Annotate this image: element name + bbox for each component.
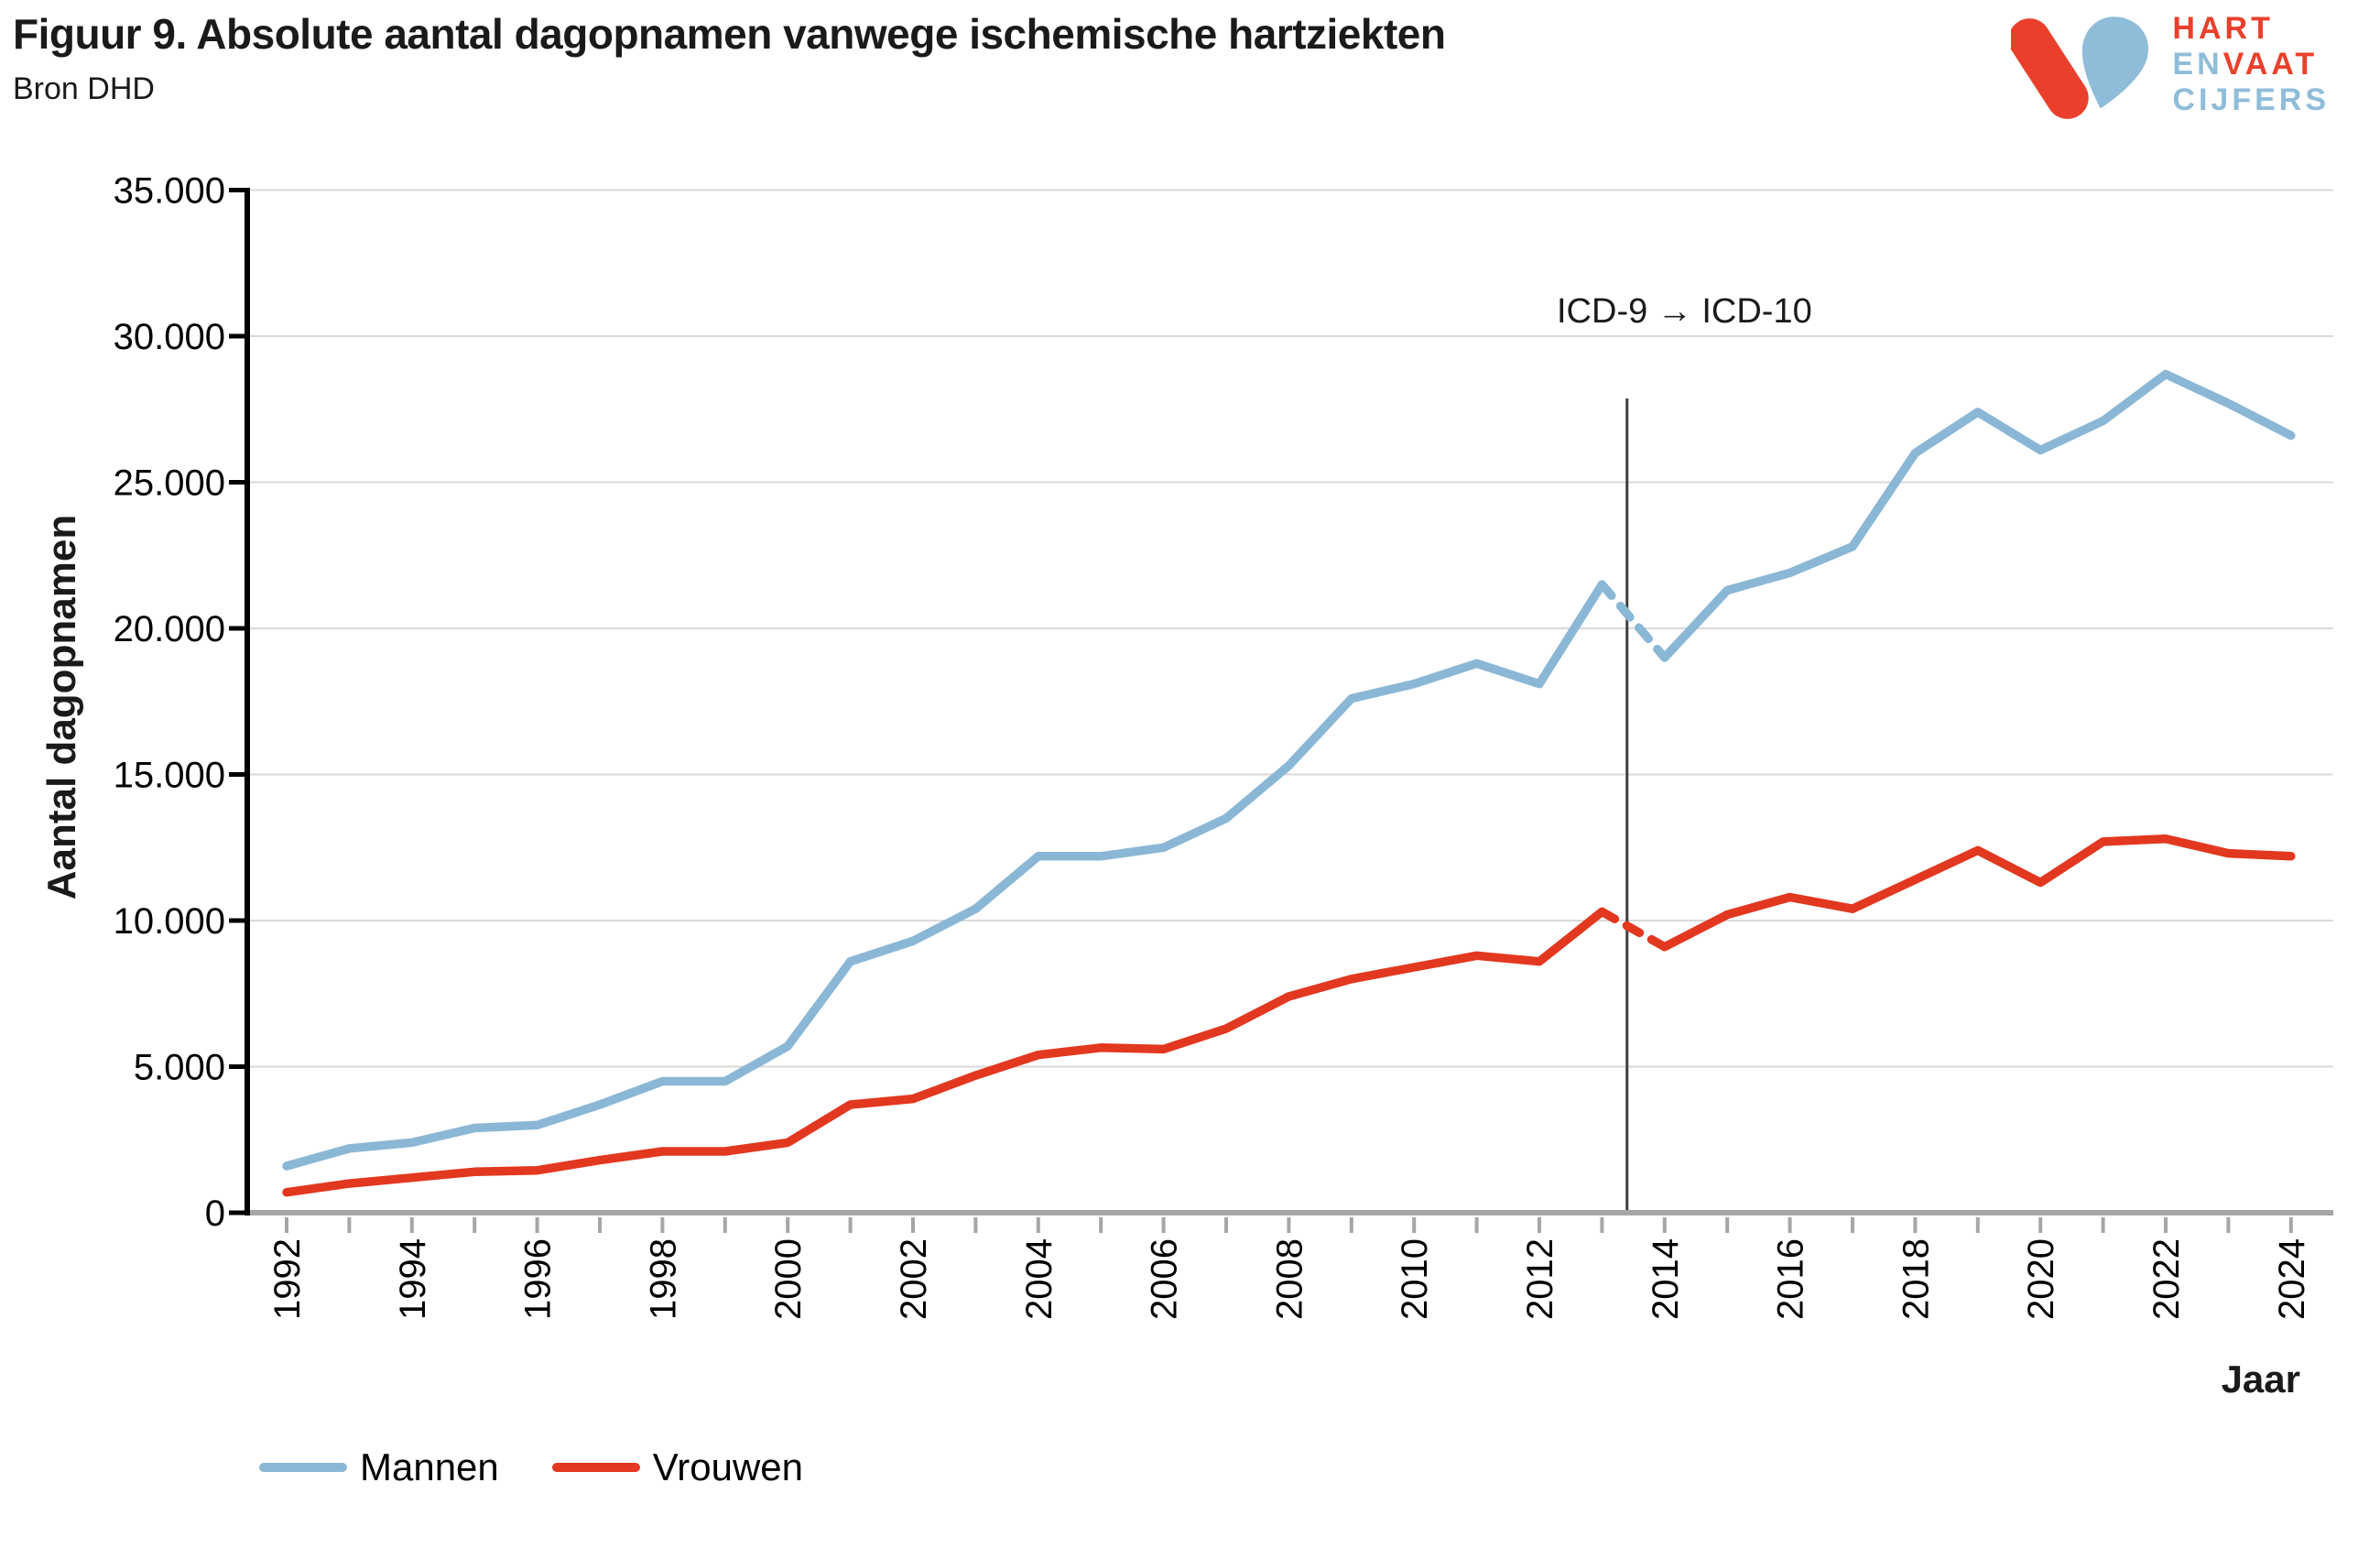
- vrouwen-line: [1660, 834, 2296, 952]
- x-tick-label: 2020: [2021, 1238, 2061, 1320]
- icd-annotation: ICD-9 → ICD-10: [1557, 292, 1812, 331]
- vrouwen-line: [282, 907, 1607, 1197]
- legend-item-vrouwen: Vrouwen: [551, 1445, 803, 1489]
- logo-word-en: EN: [2172, 47, 2223, 82]
- x-tick-label: 2004: [1019, 1238, 1060, 1320]
- x-tick-label: 1996: [518, 1238, 559, 1320]
- x-tick-label: 2000: [768, 1238, 809, 1320]
- figure-title: Figuur 9. Absolute aantal dagopnamen van…: [13, 10, 1446, 58]
- x-tick-label: 1994: [393, 1238, 433, 1320]
- logo-wordmark: HART ENVAAT CIJFERS: [2172, 11, 2330, 118]
- logo-blue-drop: [2082, 16, 2149, 109]
- mannen-line: [282, 580, 1607, 1171]
- x-tick-label: 2010: [1395, 1238, 1435, 1320]
- vrouwen-line-dashed: [1597, 907, 1669, 952]
- x-tick-label: 1998: [643, 1238, 683, 1320]
- legend-item-mannen: Mannen: [259, 1445, 499, 1489]
- mannen-line: [1660, 369, 2296, 662]
- x-tick-label: 2012: [1520, 1238, 1560, 1320]
- hartenvaatcijfers-logo: HART ENVAAT CIJFERS: [2011, 11, 2330, 128]
- mannen-line-dashed: [1597, 580, 1669, 662]
- x-tick-label: 1992: [267, 1238, 308, 1320]
- y-tick-label: 10.000: [114, 901, 225, 942]
- vrouwen-line-swatch: [551, 1463, 640, 1472]
- y-tick-label: 20.000: [114, 609, 225, 649]
- logo-red-bar: [2011, 18, 2090, 119]
- figure-source: Bron DHD: [13, 71, 155, 106]
- x-tick-label: 2022: [2146, 1238, 2187, 1320]
- y-tick-label: 0: [205, 1194, 225, 1234]
- y-tick-label: 35.000: [114, 171, 225, 212]
- x-axis-title: Jaar: [2222, 1357, 2300, 1401]
- x-tick-label: 2002: [894, 1238, 934, 1320]
- logo-word-vaat: VAAT: [2222, 47, 2319, 82]
- figure-header: Figuur 9. Absolute aantal dagopnamen van…: [13, 9, 1446, 107]
- y-tick-label: 15.000: [114, 756, 225, 796]
- x-tick-label: 2008: [1269, 1238, 1310, 1320]
- legend-label-mannen: Mannen: [360, 1445, 499, 1488]
- y-tick-label: 5.000: [134, 1048, 225, 1088]
- x-tick-label: 2016: [1771, 1238, 1811, 1320]
- y-tick-label: 25.000: [114, 463, 225, 504]
- y-tick-label: 30.000: [114, 317, 225, 357]
- x-tick-label: 2018: [1896, 1238, 1936, 1320]
- heart-logo-icon: [2011, 16, 2149, 119]
- logo-word-cijfers: CIJFERS: [2172, 82, 2330, 117]
- y-axis-title: Aantal dagopnamen: [39, 515, 84, 900]
- legend: Mannen Vrouwen: [259, 1445, 803, 1489]
- x-tick-label: 2006: [1145, 1238, 1185, 1320]
- x-tick-label: 2014: [1646, 1238, 1686, 1320]
- logo-word-hart: HART: [2172, 11, 2274, 46]
- mannen-line-swatch: [259, 1463, 347, 1472]
- x-tick-label: 2024: [2272, 1238, 2312, 1320]
- legend-label-vrouwen: Vrouwen: [652, 1445, 803, 1488]
